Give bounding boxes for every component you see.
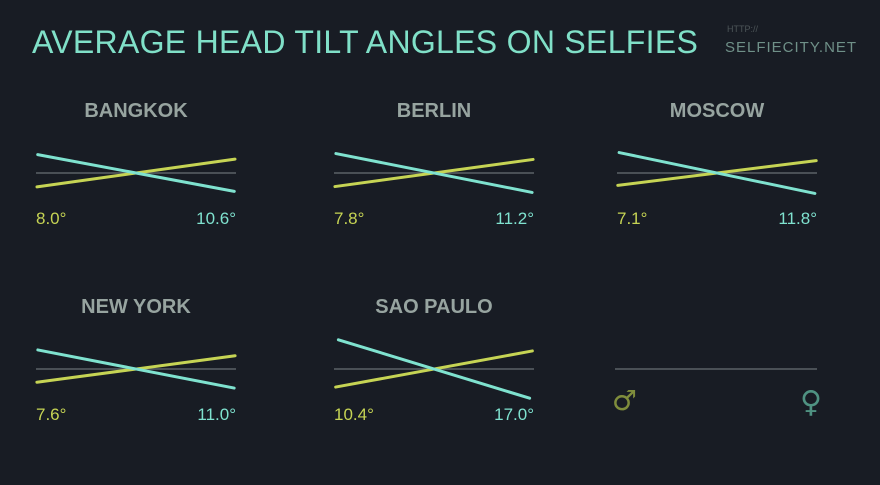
- male-value-label: 10.4°: [334, 405, 374, 424]
- female-value-label: 11.0°: [197, 405, 236, 424]
- male-value-label: 7.6°: [36, 405, 66, 424]
- site-prefix: HTTP://: [727, 24, 758, 34]
- city-title: SAO PAULO: [375, 296, 492, 318]
- city-title: NEW YORK: [81, 296, 191, 318]
- male-value-label: 7.8°: [334, 209, 364, 228]
- female-value-label: 11.2°: [495, 209, 534, 228]
- male-value-label: 7.1°: [617, 209, 647, 228]
- city-title: BANGKOK: [84, 100, 188, 122]
- city-title: BERLIN: [397, 100, 471, 122]
- female-tilt-line: [336, 338, 532, 400]
- female-tilt-line: [36, 153, 236, 193]
- female-symbol-icon: ♀: [800, 385, 822, 420]
- female-tilt-line: [36, 348, 236, 390]
- city-title: MOSCOW: [670, 100, 765, 122]
- female-value-label: 10.6°: [196, 209, 236, 228]
- female-value-label: 11.8°: [778, 209, 817, 228]
- male-symbol-icon: ♂: [612, 384, 637, 417]
- male-value-label: 8.0°: [36, 209, 66, 228]
- female-tilt-line: [617, 151, 817, 195]
- page-title: AVERAGE HEAD TILT ANGLES ON SELFIES: [32, 24, 699, 60]
- female-tilt-line: [334, 152, 534, 194]
- site-link[interactable]: SELFIECITY.NET: [725, 39, 858, 56]
- female-value-label: 17.0°: [494, 405, 534, 424]
